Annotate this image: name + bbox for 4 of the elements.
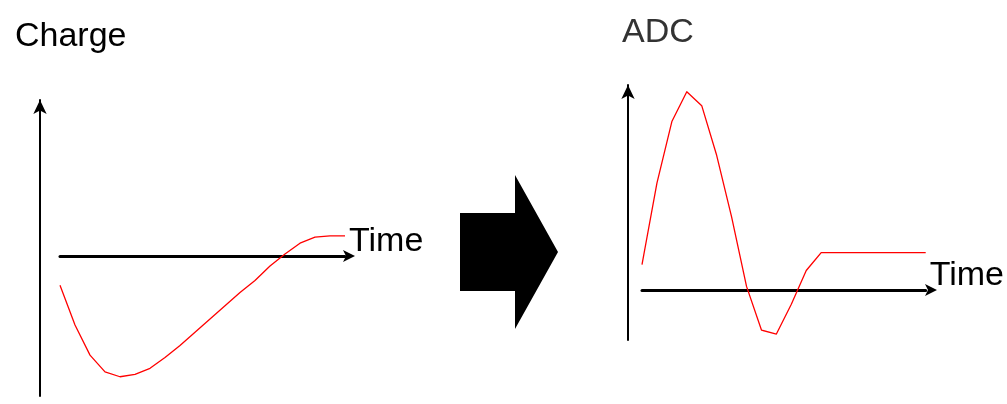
x-axis-title: Time xyxy=(349,220,424,259)
chart-title: ADC xyxy=(622,11,694,49)
chart-title: Charge xyxy=(15,15,127,53)
x-axis-title: Time xyxy=(929,254,1004,293)
